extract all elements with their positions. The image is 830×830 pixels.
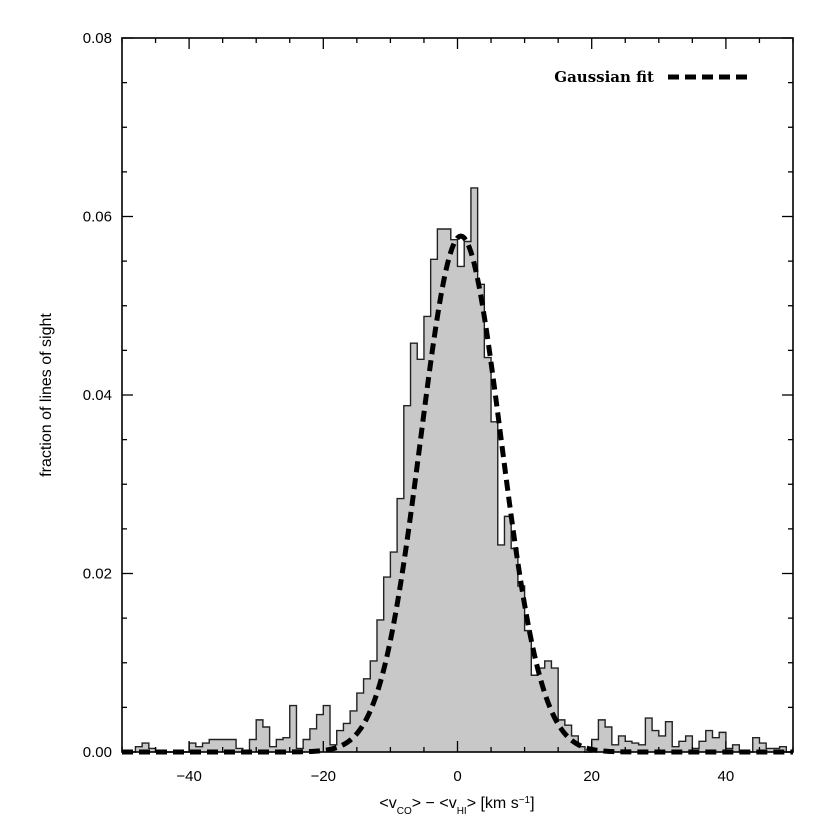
histogram-bar (316, 714, 324, 752)
histogram-bar (189, 743, 197, 752)
histogram-bar (497, 544, 505, 752)
histogram-bar (658, 735, 666, 752)
histogram-bar (631, 743, 640, 752)
histogram-bar (645, 718, 653, 752)
y-tick-label: 0.08 (83, 30, 112, 47)
histogram-bar (477, 284, 485, 752)
histogram-bar (236, 748, 244, 752)
histogram-bar (672, 746, 680, 752)
histogram-bar (323, 705, 331, 752)
y-axis-label: fraction of lines of sight (38, 313, 55, 477)
histogram-bar (356, 693, 364, 752)
histogram-bar (470, 187, 479, 752)
histogram-bar (142, 743, 150, 752)
histogram-bar (444, 228, 452, 752)
histogram-bar (752, 737, 760, 752)
histogram-bar (283, 737, 291, 752)
histogram-bar (665, 721, 673, 752)
tick-labels: −40 −20 0 20 40 0.00 0.02 0.04 0.06 0.08 (83, 30, 734, 785)
histogram-bar (719, 732, 727, 752)
x-tick-label: 40 (718, 768, 735, 785)
histogram-bar (538, 668, 546, 752)
histogram-bar (390, 552, 398, 752)
histogram-bar (135, 746, 143, 752)
histogram-bar (531, 675, 539, 752)
histogram-bar (484, 357, 492, 752)
histogram-bar (222, 739, 230, 752)
histogram-bar (457, 266, 465, 752)
histogram-bar (591, 739, 599, 752)
histogram-bar (303, 739, 311, 752)
histogram-bar (229, 739, 237, 752)
histogram-bar (578, 746, 586, 752)
histogram-bar (705, 730, 713, 752)
histogram-bar (209, 739, 217, 752)
histogram-bar (551, 668, 559, 752)
histogram-bar (517, 585, 525, 752)
x-tick-label: −20 (311, 768, 336, 785)
histogram-bar (276, 739, 284, 752)
histogram-bar (410, 343, 418, 752)
histogram-bar (450, 239, 458, 752)
histogram-bar (652, 730, 660, 752)
histogram-bar (678, 741, 687, 752)
histogram-bar (638, 744, 646, 752)
histogram-bar (732, 744, 740, 752)
histogram-bar (403, 405, 411, 752)
histogram-bar (564, 725, 572, 752)
histogram-bar (598, 719, 606, 752)
histogram-bar (289, 705, 297, 752)
histogram-bar (766, 748, 774, 752)
histogram-bar (215, 739, 224, 752)
histogram-bar (712, 737, 720, 752)
y-tick-label: 0.06 (83, 209, 112, 226)
y-tick-label: 0.00 (83, 744, 112, 761)
histogram-bar (336, 730, 344, 752)
histogram-bar (262, 727, 271, 752)
histogram-bar (202, 743, 210, 752)
y-tick-label: 0.04 (83, 387, 112, 404)
histogram-bar (148, 748, 156, 752)
histogram-bar (397, 498, 405, 752)
histogram-bar (611, 744, 619, 752)
histogram-bar (759, 743, 767, 752)
histogram-bar (195, 746, 203, 752)
histogram-bar (618, 735, 626, 752)
legend-label: Gaussian fit (554, 68, 654, 86)
histogram-bar (511, 548, 519, 752)
histogram-bar (350, 710, 358, 752)
histogram-bar (464, 241, 472, 753)
histogram-bar (504, 516, 512, 752)
x-tick-label: 20 (583, 768, 600, 785)
histogram-bar (625, 741, 633, 752)
histogram-bar (423, 316, 432, 752)
x-axis-label: <vCO> − <vHI> [km s−1] (379, 795, 534, 817)
y-tick-label: 0.02 (83, 566, 112, 583)
x-tick-label: 0 (453, 768, 461, 785)
histogram-bar (558, 719, 566, 752)
plot-area (121, 37, 794, 755)
histogram-bar (256, 719, 264, 752)
histogram-bar (343, 723, 351, 752)
histogram-bar (437, 228, 445, 752)
x-tick-label: −40 (176, 768, 201, 785)
histogram-bar (779, 746, 787, 752)
axis-ticks (121, 37, 794, 753)
histogram-bar (491, 421, 499, 752)
histogram-bar (370, 660, 378, 752)
histogram-bar (524, 630, 532, 752)
histogram-bar (605, 727, 613, 752)
histogram-bar (269, 746, 277, 752)
histogram-bar (309, 728, 317, 752)
histogram-bar (699, 741, 707, 752)
legend: Gaussian fit (554, 68, 748, 86)
histogram-bar (249, 739, 257, 752)
histogram-bar (685, 735, 693, 752)
histogram-outline (122, 187, 793, 753)
histogram-bar (430, 259, 438, 752)
histogram-bar (417, 359, 425, 752)
